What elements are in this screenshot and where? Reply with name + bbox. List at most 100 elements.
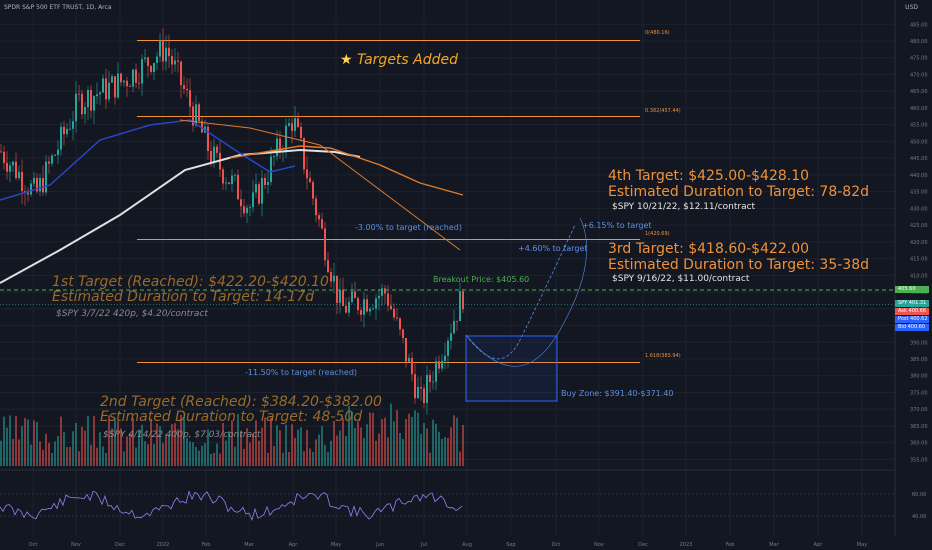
- candle-body: [243, 206, 245, 214]
- volume-bar: [384, 417, 386, 466]
- volume-bar: [72, 431, 74, 466]
- candle-body: [351, 291, 353, 302]
- target-1-title: 1st Target (Reached): $422.20-$420.10: [52, 274, 329, 290]
- volume-bar: [153, 444, 155, 466]
- y-tick-label: 355.00: [910, 457, 928, 463]
- candle-body: [447, 340, 449, 356]
- candle-body: [183, 85, 185, 89]
- volume-bar: [378, 433, 380, 466]
- candle-body: [114, 76, 116, 98]
- volume-bar: [438, 431, 440, 466]
- candle-body: [171, 56, 173, 65]
- candle-body: [297, 118, 299, 127]
- candle-body: [186, 88, 188, 91]
- volume-bar: [423, 423, 425, 466]
- candle-body: [93, 96, 95, 111]
- volume-bar: [357, 421, 359, 466]
- y-tick-label: 425.00: [910, 223, 928, 229]
- volume-bar: [237, 414, 239, 466]
- volume-bar: [51, 453, 53, 466]
- candle-body: [366, 299, 368, 312]
- candle-body: [84, 107, 86, 115]
- volume-bar: [39, 441, 41, 466]
- volume-bar: [216, 443, 218, 466]
- volume-bar: [24, 418, 26, 466]
- volume-bar: [93, 416, 95, 466]
- volume-bar: [270, 417, 272, 466]
- x-tick-label: Oct: [29, 542, 38, 548]
- volume-bar: [456, 417, 458, 466]
- volume-bar: [462, 425, 464, 466]
- x-tick-label: 2023: [680, 542, 693, 548]
- y-tick-label: 470.00: [910, 72, 928, 78]
- x-tick-label: Jun: [375, 542, 384, 548]
- x-tick-label: Mar: [769, 542, 779, 548]
- candle-body: [33, 177, 35, 184]
- volume-bar: [159, 426, 161, 466]
- volume-bar: [120, 428, 122, 466]
- volume-bar: [366, 424, 368, 466]
- volume-bars: [0, 403, 464, 466]
- volume-bar: [195, 446, 197, 466]
- volume-bar: [411, 417, 413, 466]
- candle-body: [294, 118, 296, 131]
- candle-body: [6, 162, 8, 172]
- candle-body: [39, 178, 41, 192]
- candle-body: [189, 90, 191, 107]
- candle-body: [222, 169, 224, 184]
- candle-body: [162, 40, 164, 62]
- candle-body: [156, 56, 158, 63]
- volume-bar: [147, 444, 149, 466]
- candle-body: [372, 308, 374, 310]
- price-tag-post: Post 400.62: [895, 316, 929, 323]
- volume-bar: [48, 442, 50, 466]
- candle-body: [48, 161, 50, 164]
- y-tick-label: 375.00: [910, 390, 928, 396]
- y-tick-label: 445.00: [910, 156, 928, 162]
- volume-bar: [381, 419, 383, 466]
- candle-body: [216, 146, 218, 153]
- candle-body: [231, 175, 233, 185]
- volume-bar: [36, 421, 38, 466]
- volume-bar: [282, 452, 284, 466]
- volume-bar: [414, 410, 416, 466]
- volume-bar: [177, 429, 179, 466]
- volume-bar: [138, 429, 140, 466]
- volume-bar: [432, 419, 434, 466]
- x-tick-label: Apr: [814, 542, 824, 548]
- candle-body: [75, 93, 77, 122]
- volume-bar: [285, 424, 287, 466]
- candle-body: [270, 156, 272, 183]
- fib-label-0: 0(480.16): [645, 30, 670, 36]
- y-tick-label: 385.00: [910, 357, 928, 363]
- candle-body: [315, 198, 317, 216]
- volume-bar: [324, 444, 326, 466]
- volume-bar: [192, 442, 194, 466]
- volume-bar: [183, 417, 185, 466]
- x-tick-label: Aug: [462, 542, 472, 548]
- targets-added-text: Targets Added: [357, 52, 459, 68]
- volume-bar: [66, 447, 68, 466]
- candle-body: [429, 374, 431, 382]
- candle-body: [150, 65, 152, 72]
- volume-bar: [123, 451, 125, 466]
- candle-body: [63, 126, 65, 135]
- candle-body: [318, 215, 320, 220]
- target-4-title: 4th Target: $425.00-$428.10: [608, 168, 810, 184]
- volume-bar: [33, 420, 35, 466]
- candle-body: [267, 182, 269, 185]
- y-tick-label: 405.00: [910, 290, 928, 296]
- volume-bar: [372, 412, 374, 466]
- y-tick-label: 360.00: [910, 441, 928, 447]
- candle-body: [3, 151, 5, 163]
- x-tick-label: Feb: [726, 542, 735, 548]
- volume-bar: [135, 447, 137, 466]
- volume-bar: [246, 428, 248, 466]
- volume-bar: [63, 431, 65, 466]
- candle-body: [255, 184, 257, 193]
- volume-bar: [297, 429, 299, 466]
- volume-bar: [201, 445, 203, 466]
- target-3-duration: Estimated Duration to Target: 35-38d: [608, 257, 869, 273]
- volume-bar: [321, 426, 323, 466]
- volume-bar: [141, 424, 143, 466]
